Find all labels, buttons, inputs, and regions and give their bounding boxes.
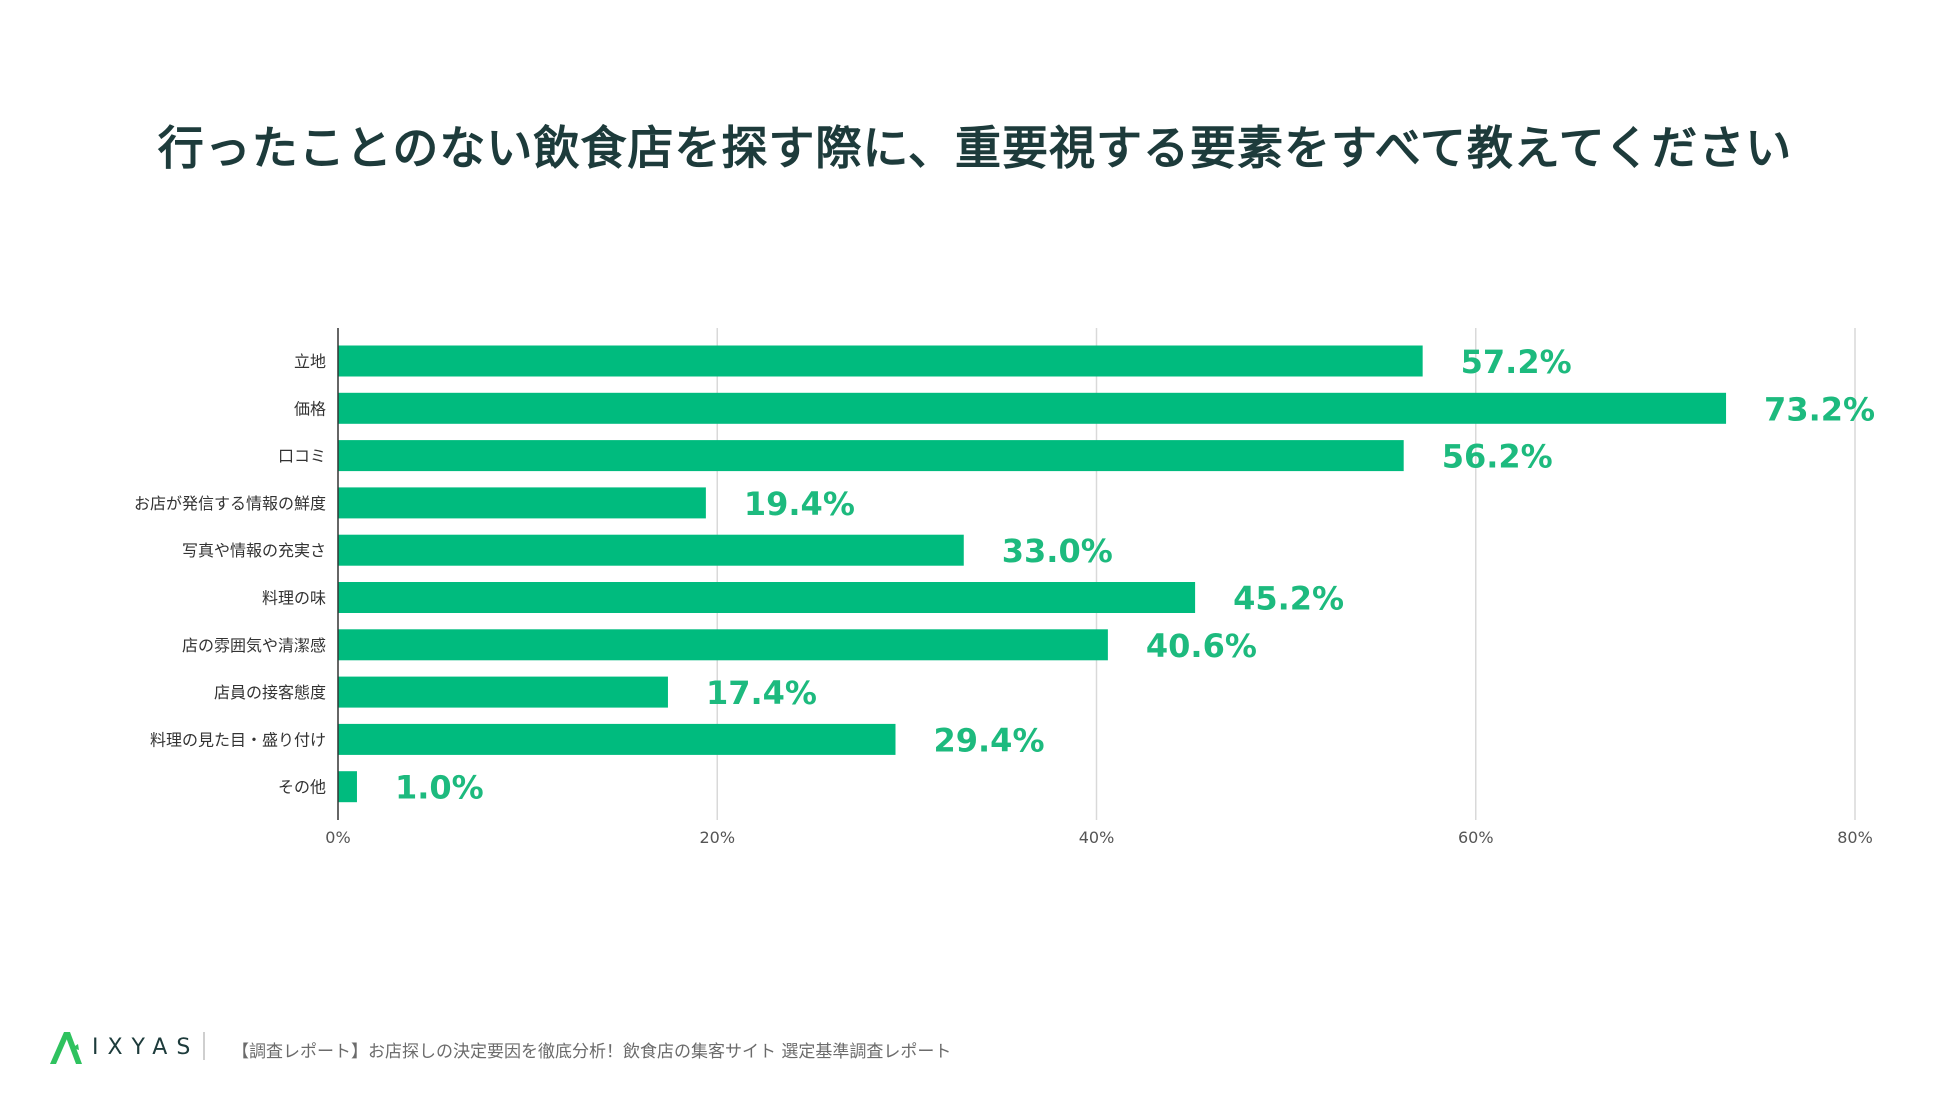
value-label: 17.4% bbox=[706, 674, 817, 712]
value-label: 57.2% bbox=[1461, 343, 1572, 381]
value-label: 40.6% bbox=[1146, 627, 1257, 665]
category-label: 立地 bbox=[294, 352, 326, 371]
category-label: お店が発信する情報の鮮度 bbox=[134, 494, 326, 513]
category-label: 料理の味 bbox=[262, 589, 326, 608]
bar bbox=[338, 582, 1196, 613]
category-label: 店員の接客態度 bbox=[214, 683, 326, 702]
value-label: 19.4% bbox=[744, 485, 855, 523]
bar bbox=[338, 534, 964, 566]
value-label: 29.4% bbox=[933, 721, 1044, 759]
value-label: 1.0% bbox=[395, 769, 484, 807]
footer-caption: 【調査レポート】お店探しの決定要因を徹底分析！飲食店の集客サイト 選定基準調査レ… bbox=[232, 1042, 952, 1062]
value-label: 73.2% bbox=[1764, 390, 1875, 428]
category-label: 料理の見た目・盛り付け bbox=[150, 730, 326, 749]
bar bbox=[338, 676, 668, 708]
bar bbox=[338, 771, 357, 803]
bar bbox=[338, 392, 1727, 424]
ixyas-logo-icon bbox=[50, 1032, 82, 1064]
x-axis-ticks: 0% 20% 40% 60% 80% bbox=[325, 828, 1872, 847]
category-label: 写真や情報の充実さ bbox=[182, 541, 326, 560]
value-label: 33.0% bbox=[1002, 532, 1113, 570]
value-labels: 57.2% 73.2% 56.2% 19.4% 33.0% 45.2% 40.6% 17.4%… bbox=[395, 343, 1875, 807]
x-tick-label: 40% bbox=[1079, 828, 1115, 847]
category-labels: 立地価格口コミお店が発信する情報の鮮度写真や情報の充実さ料理の味店の雰囲気や清潔… bbox=[134, 352, 326, 797]
value-label: 56.2% bbox=[1442, 438, 1553, 476]
x-tick-label: 0% bbox=[325, 828, 350, 847]
category-label: 価格 bbox=[294, 399, 326, 418]
bar bbox=[338, 487, 706, 519]
bar bbox=[338, 345, 1423, 377]
category-label: 店の雰囲気や清潔感 bbox=[182, 636, 326, 655]
footer-divider bbox=[203, 1032, 205, 1060]
value-label: 45.2% bbox=[1233, 580, 1344, 618]
x-tick-label: 80% bbox=[1837, 828, 1873, 847]
x-tick-label: 60% bbox=[1458, 828, 1494, 847]
chart-title: 行ったことのない飲食店を探す際に、重要視する要素をすべて教えてください bbox=[157, 121, 1793, 175]
bar bbox=[338, 629, 1108, 661]
x-tick-label: 20% bbox=[699, 828, 735, 847]
bar bbox=[338, 723, 896, 755]
footer-brand: IXYAS bbox=[92, 1035, 200, 1060]
category-label: その他 bbox=[278, 778, 326, 797]
category-label: 口コミ bbox=[278, 447, 326, 466]
bars bbox=[338, 345, 1727, 803]
bar bbox=[338, 440, 1404, 472]
